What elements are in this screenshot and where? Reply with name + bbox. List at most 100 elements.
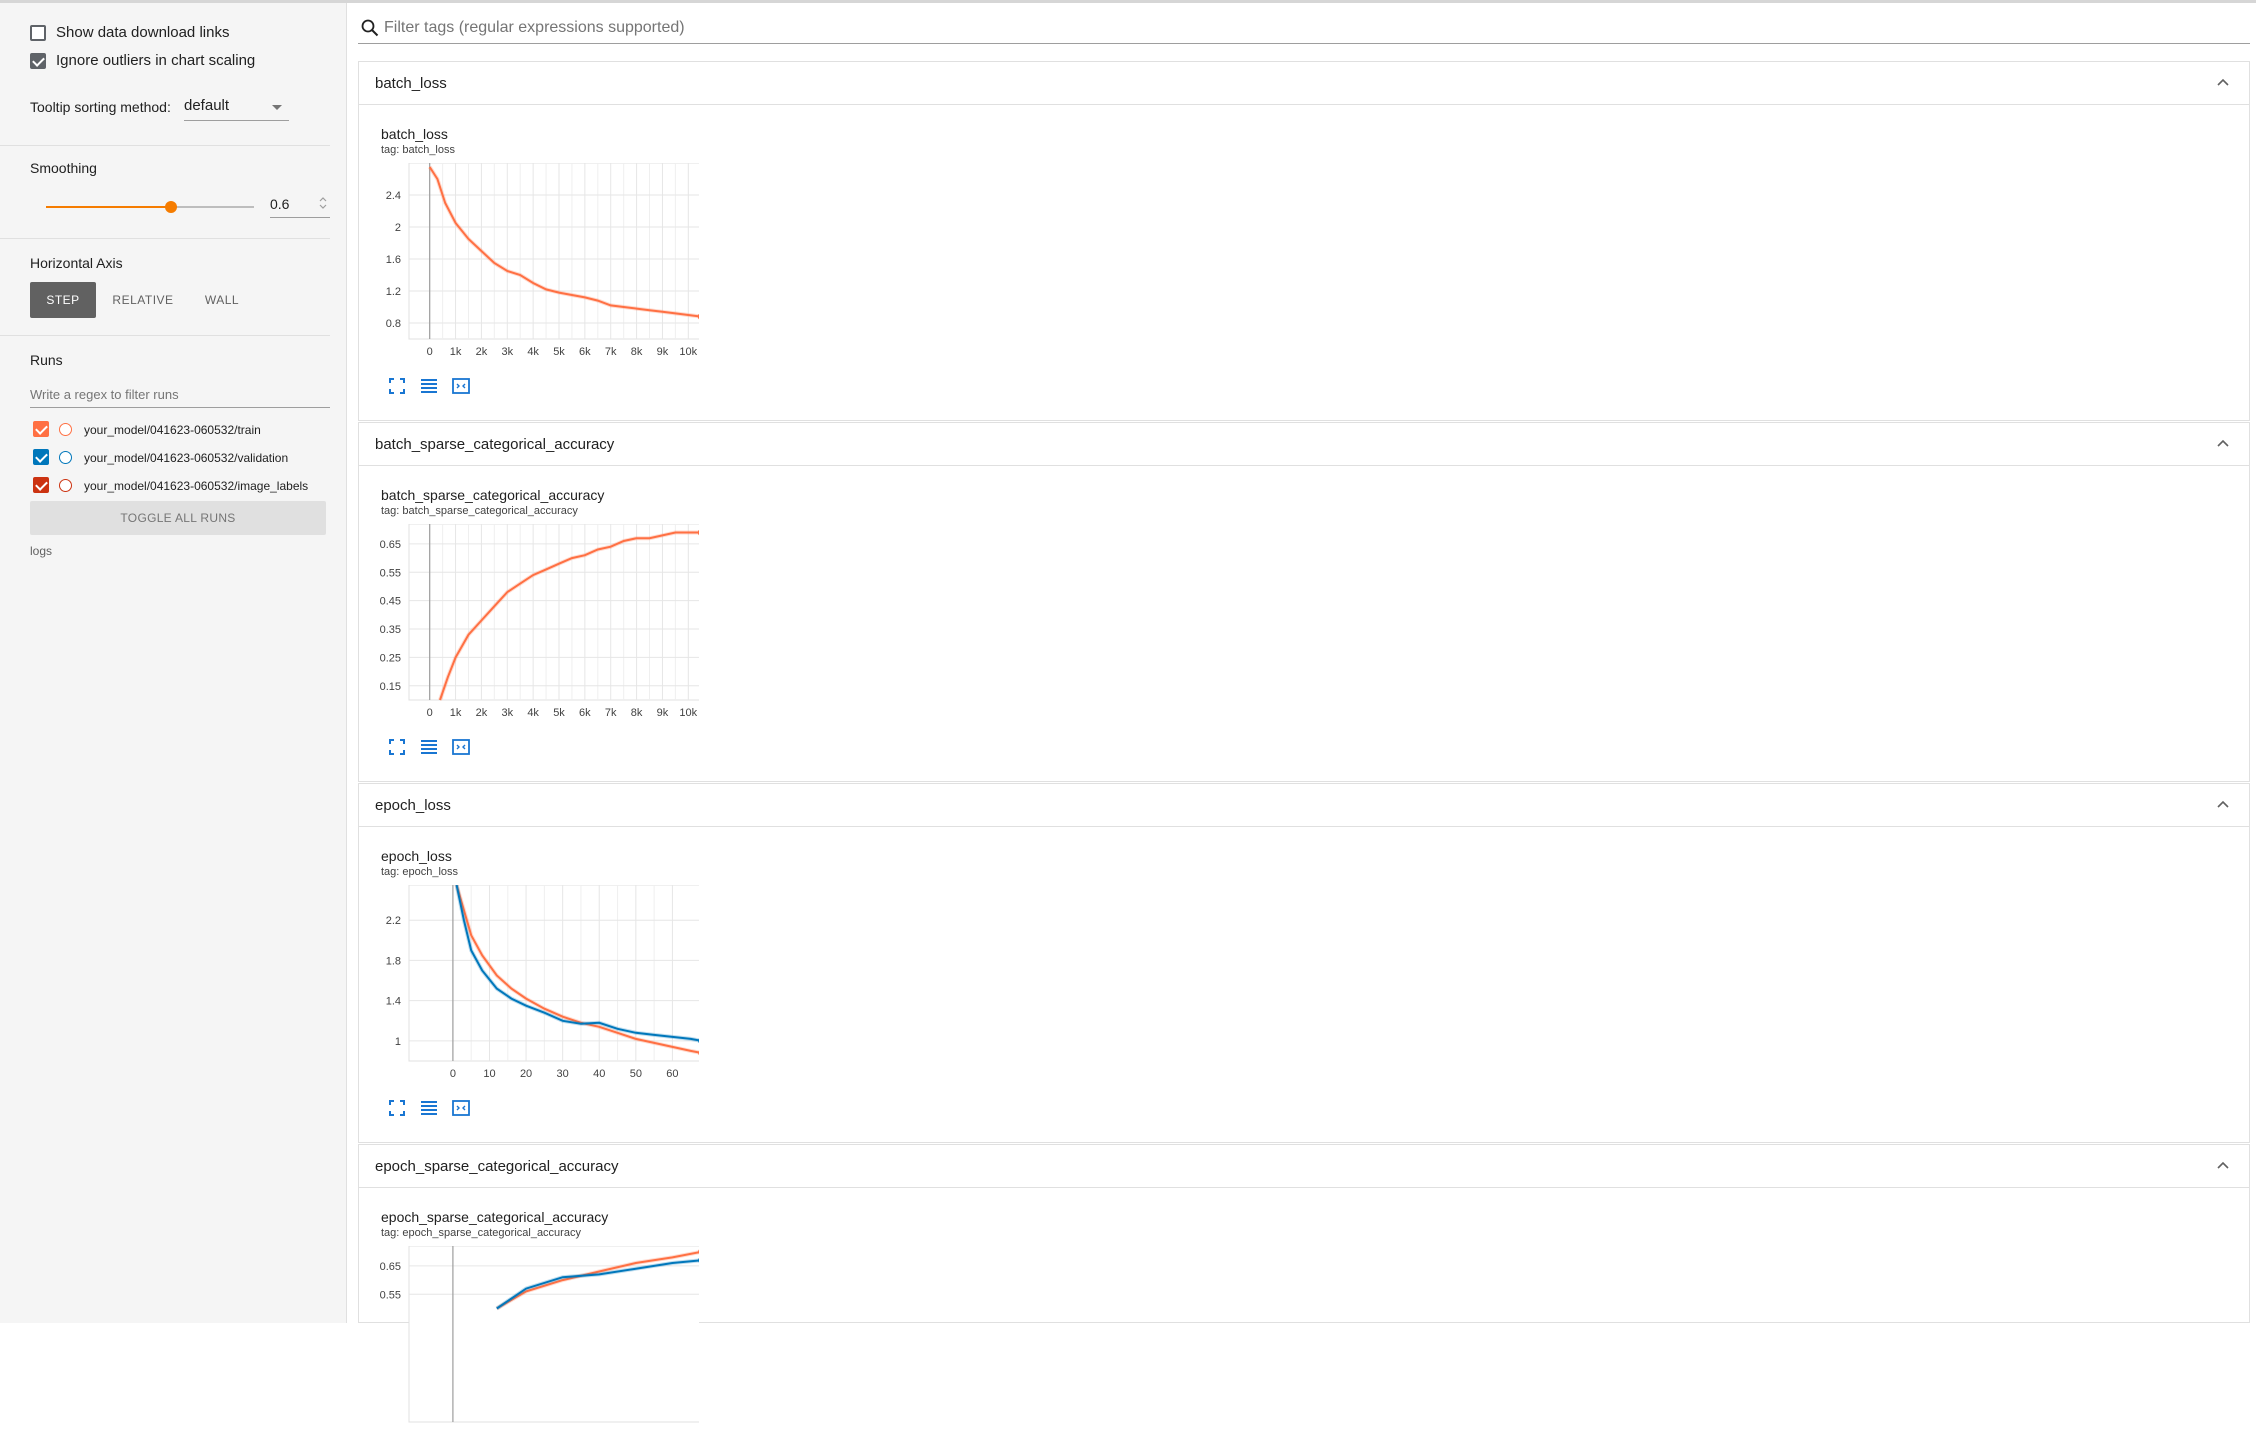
y-tick-label: 0.55 xyxy=(380,567,401,579)
x-tick-label: 1k xyxy=(450,707,462,719)
sidebar-divider xyxy=(0,145,330,146)
chart-title: batch_sparse_categorical_accuracy xyxy=(381,487,605,503)
run-color-circle-validation[interactable] xyxy=(59,451,72,464)
card-header-epoch-accuracy[interactable]: epoch_sparse_categorical_accuracy xyxy=(358,1144,2250,1188)
run-label-validation: your_model/041623-060532/validation xyxy=(84,451,289,465)
tag-filter-input[interactable]: Filter tags (regular expressions support… xyxy=(358,14,2250,44)
x-tick-label: 4k xyxy=(527,707,539,719)
horizontal-axis-label: Horizontal Axis xyxy=(30,255,123,271)
fit-domain-icon[interactable] xyxy=(451,737,471,757)
chart-tag: tag: batch_sparse_categorical_accuracy xyxy=(381,505,578,517)
series-end-point xyxy=(698,1038,699,1044)
data-table-icon[interactable] xyxy=(419,1098,439,1118)
card-header-batch-accuracy[interactable]: batch_sparse_categorical_accuracy xyxy=(358,422,2250,466)
series-line xyxy=(496,1251,699,1310)
series-end-point xyxy=(697,313,699,320)
run-checkbox-image-labels[interactable] xyxy=(33,477,49,493)
sidebar-divider xyxy=(0,335,330,336)
chart-title: batch_loss xyxy=(381,126,448,142)
tooltip-sorting-value: default xyxy=(184,97,230,114)
x-tick-label: 3k xyxy=(501,707,513,719)
x-tick-label: 0 xyxy=(450,1068,456,1080)
chart-tag: tag: batch_loss xyxy=(381,144,455,156)
sidebar: Show data download links Ignore outliers… xyxy=(0,3,347,1323)
logdir-label: logs xyxy=(30,544,53,558)
run-color-circle-train[interactable] xyxy=(59,423,72,436)
tooltip-sorting-label: Tooltip sorting method: xyxy=(30,99,171,115)
line-chart-epoch-accuracy[interactable]: 0.55 0.65 xyxy=(359,1246,699,1456)
line-chart-batch-accuracy[interactable]: 0.15 0.25 0.35 0.45 0.55 0.65 0 1k 2k 3k 4k 5k 6k 7k 8… xyxy=(359,524,699,734)
haxis-wall-button[interactable]: WALL xyxy=(204,293,240,307)
show-download-checkbox[interactable] xyxy=(30,25,46,41)
haxis-step-button[interactable]: STEP xyxy=(30,282,96,318)
y-tick-label: 1.8 xyxy=(386,955,401,967)
y-tick-label: 0.25 xyxy=(380,652,401,664)
fullscreen-icon[interactable] xyxy=(387,1098,407,1118)
x-tick-label: 4k xyxy=(527,346,539,358)
run-checkbox-validation[interactable] xyxy=(33,449,49,465)
stepper-icon[interactable] xyxy=(318,195,328,211)
ignore-outliers-checkbox[interactable] xyxy=(30,53,46,69)
data-table-icon[interactable] xyxy=(419,376,439,396)
x-tick-label: 5k xyxy=(553,346,565,358)
y-tick-label: 1 xyxy=(395,1036,401,1048)
y-tick-label: 0.15 xyxy=(380,681,401,693)
run-label-train: your_model/041623-060532/train xyxy=(84,423,261,437)
line-chart-epoch-loss[interactable]: 1 1.4 1.8 2.2 0 10 20 30 40 50 60 xyxy=(359,885,699,1095)
card-header-label: epoch_loss xyxy=(375,797,451,814)
chevron-up-icon[interactable] xyxy=(2213,72,2233,92)
y-tick-label: 2 xyxy=(395,222,401,234)
card-header-batch-loss[interactable]: batch_loss xyxy=(358,61,2250,105)
y-tick-label: 2.4 xyxy=(386,190,401,202)
card-header-label: batch_sparse_categorical_accuracy xyxy=(375,436,615,453)
x-tick-label: 8k xyxy=(631,346,643,358)
series-line xyxy=(496,1259,699,1310)
fit-domain-icon[interactable] xyxy=(451,1098,471,1118)
fit-domain-icon[interactable] xyxy=(451,376,471,396)
card-header-epoch-loss[interactable]: epoch_loss xyxy=(358,783,2250,827)
chart-tag: tag: epoch_sparse_categorical_accuracy xyxy=(381,1227,581,1239)
toggle-all-runs-button[interactable]: TOGGLE ALL RUNS xyxy=(30,501,326,535)
toggle-all-runs-label: TOGGLE ALL RUNS xyxy=(120,511,236,525)
y-tick-label: 1.2 xyxy=(386,286,401,298)
y-tick-label: 1.4 xyxy=(386,996,401,1008)
run-color-circle-image-labels[interactable] xyxy=(59,479,72,492)
run-checkbox-train[interactable] xyxy=(33,421,49,437)
chevron-up-icon[interactable] xyxy=(2213,1155,2233,1175)
card-header-label: batch_loss xyxy=(375,75,447,92)
top-progress-line xyxy=(0,0,2256,3)
y-tick-label: 0.8 xyxy=(386,318,401,330)
x-tick-label: 9k xyxy=(657,346,669,358)
line-chart-batch-loss[interactable]: 0.8 1.2 1.6 2 2.4 0 1k 2k 3k 4k 5k 6k 7k 8k 9k 10k xyxy=(359,163,699,373)
x-tick-label: 2k xyxy=(476,346,488,358)
card-body-batch-accuracy: batch_sparse_categorical_accuracy tag: b… xyxy=(358,466,2250,782)
x-tick-label: 20 xyxy=(520,1068,532,1080)
fullscreen-icon[interactable] xyxy=(387,376,407,396)
tooltip-sorting-select[interactable]: default xyxy=(184,93,289,121)
haxis-relative-button[interactable]: RELATIVE xyxy=(112,293,174,307)
series-end-point xyxy=(698,1249,699,1254)
plot-area xyxy=(408,885,699,1062)
series-line xyxy=(428,166,699,318)
smoothing-input[interactable]: 0.6 xyxy=(270,191,330,218)
x-tick-label: 10k xyxy=(679,707,697,719)
x-tick-label: 7k xyxy=(605,707,617,719)
x-tick-label: 9k xyxy=(657,707,669,719)
data-table-icon[interactable] xyxy=(419,737,439,757)
runs-filter-input[interactable]: Write a regex to filter runs xyxy=(30,381,330,408)
smoothing-input-value: 0.6 xyxy=(270,196,290,212)
chevron-up-icon[interactable] xyxy=(2213,794,2233,814)
x-tick-label: 0 xyxy=(427,707,433,719)
x-tick-label: 3k xyxy=(501,346,513,358)
search-icon xyxy=(361,19,379,37)
x-tick-label: 30 xyxy=(557,1068,569,1080)
chevron-up-icon[interactable] xyxy=(2213,433,2233,453)
slider-thumb[interactable] xyxy=(164,201,177,213)
runs-label: Runs xyxy=(30,352,63,368)
smoothing-slider[interactable] xyxy=(46,197,254,217)
fullscreen-icon[interactable] xyxy=(387,737,407,757)
y-tick-label: 1.6 xyxy=(386,254,401,266)
x-tick-label: 50 xyxy=(630,1068,642,1080)
x-tick-label: 10k xyxy=(679,346,697,358)
y-tick-label: 0.35 xyxy=(380,624,401,636)
